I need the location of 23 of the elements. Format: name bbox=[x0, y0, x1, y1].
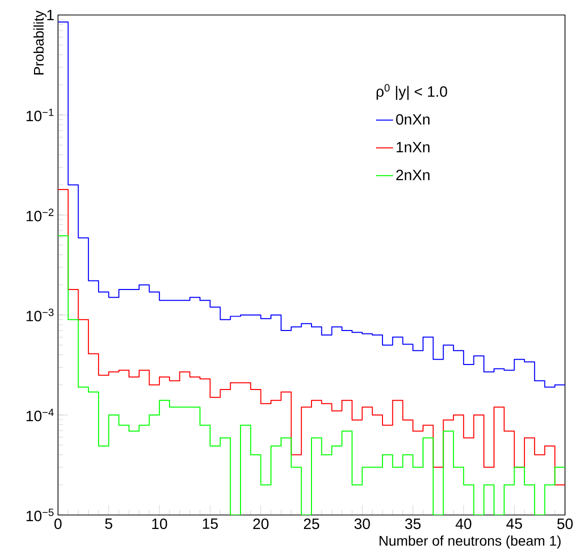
y-tick-label: 1 bbox=[47, 10, 54, 20]
x-tick-label: 15 bbox=[202, 518, 218, 529]
x-tick-label: 5 bbox=[105, 518, 112, 529]
y-axis-title: Probability bbox=[33, 10, 46, 74]
y-tick-label: 10$^{−1}$ bbox=[26, 108, 54, 122]
x-tick-label: 25 bbox=[304, 518, 320, 530]
legend-title: ρ$^{0}$ |y| < 1.0 bbox=[376, 84, 448, 100]
x-tick-label: 20 bbox=[253, 518, 269, 530]
legend-label: 2nXn bbox=[396, 170, 430, 180]
x-axis-title: Number of neutrons (beam 1) bbox=[380, 536, 561, 549]
x-tick-label: 45 bbox=[506, 518, 522, 529]
y-tick-label: 10$^{−2}$ bbox=[26, 208, 54, 222]
legend-label: 0nXn bbox=[396, 114, 430, 125]
x-tick-label: 10 bbox=[152, 518, 168, 530]
x-tick-label: 30 bbox=[354, 518, 370, 530]
y-tick-label: 10$^{−4}$ bbox=[26, 408, 54, 422]
x-tick-label: 40 bbox=[456, 518, 472, 530]
x-tick-label: 50 bbox=[557, 518, 573, 530]
y-tick-label: 10$^{−3}$ bbox=[26, 308, 54, 322]
legend-label: 1nXn bbox=[396, 142, 430, 152]
x-tick-label: 0 bbox=[54, 518, 62, 530]
x-tick-label: 35 bbox=[405, 518, 421, 530]
y-tick-label: 10$^{−5}$ bbox=[26, 508, 54, 522]
